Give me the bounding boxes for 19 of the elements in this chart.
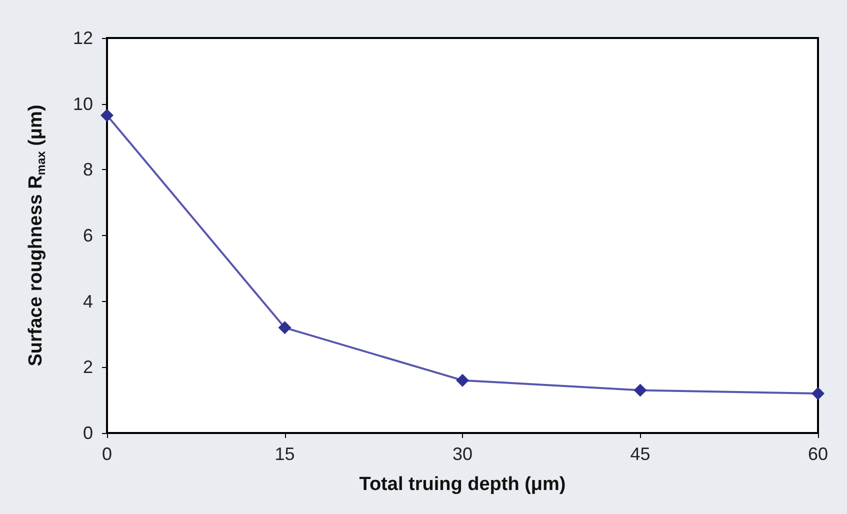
y-axis-title: Surface roughness Rmax (μm)	[26, 104, 48, 366]
point	[812, 387, 824, 400]
y-tick-label: 12	[72, 28, 93, 48]
x-tick-label: 30	[452, 444, 473, 464]
y-tick-label: 6	[82, 226, 93, 246]
x-tick-label: 60	[808, 444, 828, 464]
point	[456, 374, 469, 387]
point	[100, 108, 114, 122]
y-tick-label: 10	[72, 94, 93, 114]
x-tick-label: 15	[274, 444, 295, 464]
y-tick-label: 0	[82, 423, 93, 443]
point	[278, 321, 292, 334]
y-tick-label: 2	[82, 357, 93, 378]
x-tick-label: 45	[630, 444, 650, 464]
x-tick-label: 0	[102, 444, 112, 464]
y-tick-label: 4	[82, 291, 93, 312]
y-tick-label: 8	[82, 160, 93, 180]
point	[634, 384, 647, 397]
x-axis-title: Total truing depth (μm)	[359, 474, 566, 495]
